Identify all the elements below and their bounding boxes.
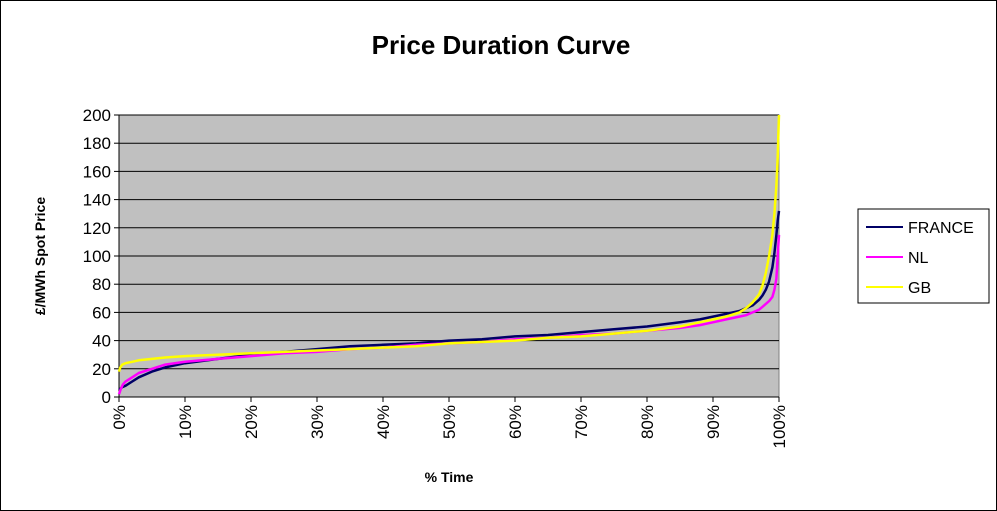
y-tick-label-140: 140	[83, 191, 111, 210]
series-line-france	[118, 210, 781, 391]
x-tick-labels: 0% 10% 20% 30% 40% 50% 60% 70% 80% 90% 100%	[110, 405, 789, 448]
x-tick-label-0: 0%	[110, 405, 129, 430]
y-tick-label-160: 160	[83, 162, 111, 181]
y-tick-labels: 0 20 40 60 80 100 120 140 160 180 200	[83, 106, 111, 407]
y-tick-label-100: 100	[83, 247, 111, 266]
y-axis-title: £/MWh Spot Price	[32, 197, 48, 315]
x-tick-label-2: 20%	[242, 405, 261, 439]
x-tick-label-5: 50%	[440, 405, 459, 439]
x-tick-label-10: 100%	[770, 405, 789, 448]
x-tick-label-9: 90%	[704, 405, 723, 439]
x-tick-label-8: 80%	[638, 405, 657, 439]
legend-label-nl: NL	[908, 250, 929, 267]
y-tick-label-200: 200	[83, 106, 111, 125]
y-tick-label-20: 20	[92, 360, 111, 379]
y-tick-label-40: 40	[92, 332, 111, 351]
x-tick-label-3: 30%	[308, 405, 327, 439]
legend-label-gb: GB	[908, 280, 931, 297]
series-line-gb	[117, 114, 781, 372]
legend-label-france: FRANCE	[908, 220, 974, 237]
x-tick-label-7: 70%	[572, 405, 591, 439]
y-tick-label-80: 80	[92, 275, 111, 294]
x-axis-title: % Time	[425, 469, 474, 485]
legend: FRANCE NL GB	[857, 208, 990, 304]
x-tick-label-4: 40%	[374, 405, 393, 439]
x-tick-label-1: 10%	[176, 405, 195, 439]
gridlines	[114, 114, 780, 402]
y-tick-label-60: 60	[92, 303, 111, 322]
y-tick-label-120: 120	[83, 219, 111, 238]
y-tick-label-180: 180	[83, 134, 111, 153]
x-tick-label-6: 60%	[506, 405, 525, 439]
chart-title: Price Duration Curve	[372, 30, 631, 60]
series-lines	[117, 114, 781, 395]
y-tick-label-0: 0	[102, 388, 111, 407]
